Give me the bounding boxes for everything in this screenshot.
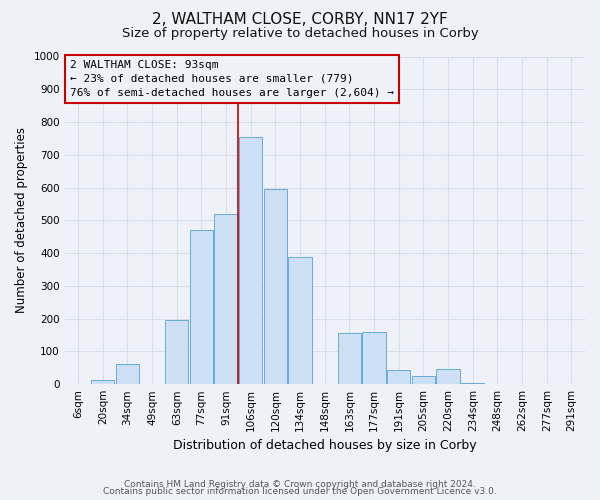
Bar — [436, 370, 460, 384]
Bar — [116, 364, 139, 384]
Bar — [387, 370, 410, 384]
Bar — [239, 137, 262, 384]
Bar — [338, 334, 361, 384]
Text: 2 WALTHAM CLOSE: 93sqm
← 23% of detached houses are smaller (779)
76% of semi-de: 2 WALTHAM CLOSE: 93sqm ← 23% of detached… — [70, 60, 394, 98]
Text: 2, WALTHAM CLOSE, CORBY, NN17 2YF: 2, WALTHAM CLOSE, CORBY, NN17 2YF — [152, 12, 448, 28]
Bar — [190, 230, 213, 384]
Text: Size of property relative to detached houses in Corby: Size of property relative to detached ho… — [122, 28, 478, 40]
Bar — [461, 382, 484, 384]
Bar — [165, 320, 188, 384]
Bar — [289, 257, 312, 384]
Bar — [214, 214, 238, 384]
Bar — [264, 188, 287, 384]
Text: Contains public sector information licensed under the Open Government Licence v3: Contains public sector information licen… — [103, 487, 497, 496]
X-axis label: Distribution of detached houses by size in Corby: Distribution of detached houses by size … — [173, 440, 476, 452]
Bar — [91, 380, 115, 384]
Text: Contains HM Land Registry data © Crown copyright and database right 2024.: Contains HM Land Registry data © Crown c… — [124, 480, 476, 489]
Bar — [362, 332, 386, 384]
Bar — [412, 376, 435, 384]
Y-axis label: Number of detached properties: Number of detached properties — [15, 128, 28, 314]
